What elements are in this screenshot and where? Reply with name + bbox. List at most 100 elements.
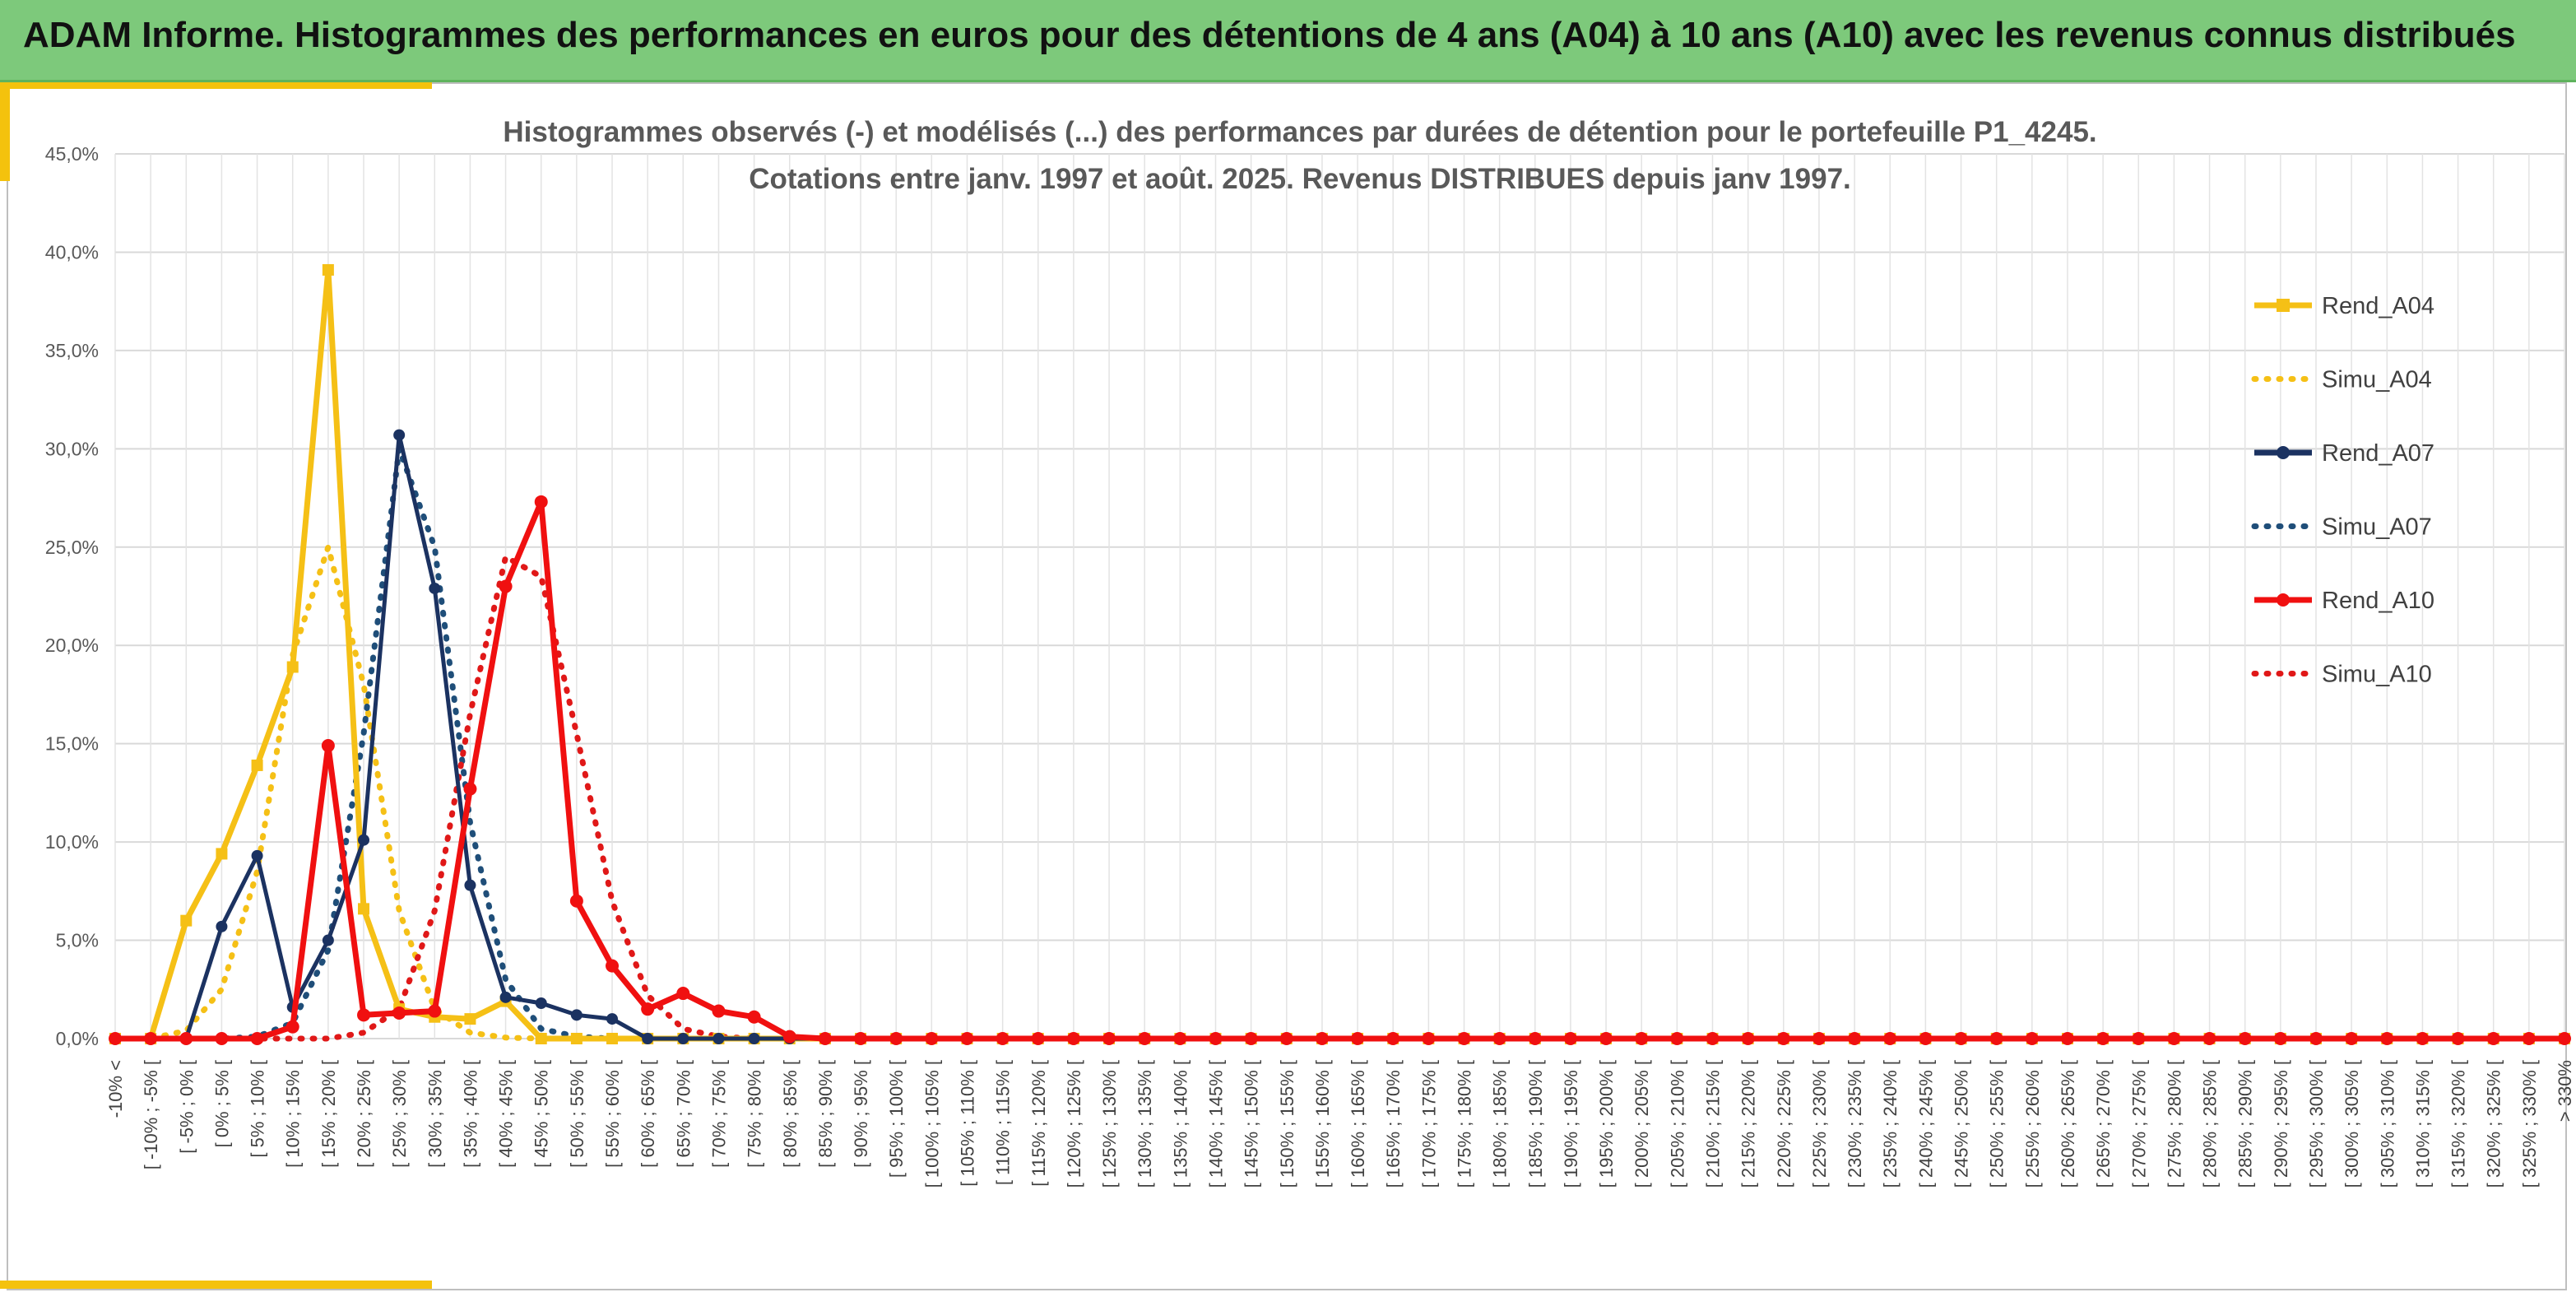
data-point-marker — [606, 1033, 619, 1044]
legend-marker — [2277, 299, 2290, 312]
data-point-marker — [1670, 1032, 1684, 1045]
data-point-marker — [1635, 1032, 1649, 1045]
y-tick-label: 10,0% — [45, 831, 99, 853]
x-tick-label: [ 160% ; 165% [ — [1348, 1060, 1368, 1188]
data-point-marker — [1102, 1032, 1116, 1045]
data-point-marker — [1528, 1032, 1542, 1045]
y-axis-ticks: 0,0% 5,0% 10,0% 15,0% 20,0% 25,0% 30,0% 35,0% 40… — [45, 143, 99, 1049]
data-point-marker — [889, 1032, 903, 1045]
x-tick-label: [ 305% ; 310% [ — [2377, 1060, 2397, 1188]
data-point-marker — [2202, 1032, 2216, 1045]
data-point-marker — [358, 834, 370, 846]
x-tick-label: [ 325% ; 330% [ — [2519, 1060, 2540, 1188]
x-tick-label: [ 250% ; 255% [ — [1987, 1060, 2007, 1188]
x-axis-ticks: -10% < [ -10% ; -5% [[ -5% ; 0% [[ 0% ; 5… — [105, 1060, 2575, 1188]
series-line — [115, 433, 2564, 1041]
series-line — [112, 554, 2568, 1042]
grid — [114, 153, 2565, 1039]
x-tick-label: [ 290% ; 295% [ — [2271, 1060, 2291, 1188]
data-point-marker — [216, 848, 228, 860]
data-point-marker — [499, 579, 513, 593]
y-tick-label: 20,0% — [45, 635, 99, 656]
data-point-marker — [2486, 1032, 2500, 1045]
x-tick-label: [ 260% ; 265% [ — [2058, 1060, 2078, 1188]
legend-item-simu-a07: Simu_A07 — [2251, 514, 2432, 541]
data-point-marker — [818, 1032, 832, 1045]
data-point-marker — [393, 429, 406, 441]
legend-item-rend-a04: Rend_A04 — [2254, 293, 2434, 319]
x-tick-label: [ 75% ; 80% [ — [745, 1060, 765, 1168]
x-tick-label: [ 130% ; 135% [ — [1135, 1060, 1155, 1188]
legend-item-simu-a10: Simu_A10 — [2251, 662, 2432, 688]
data-point-marker — [392, 1006, 406, 1020]
x-tick-label: [ 135% ; 140% [ — [1170, 1060, 1191, 1188]
data-point-marker — [996, 1032, 1010, 1045]
x-tick-label: [ 265% ; 270% [ — [2093, 1060, 2114, 1188]
data-point-marker — [2096, 1032, 2110, 1045]
data-point-marker — [854, 1032, 868, 1045]
accent-bar-left — [0, 82, 10, 181]
x-tick-label: [ 35% ; 40% [ — [460, 1060, 480, 1168]
x-tick-label: [ 210% ; 215% [ — [1703, 1060, 1724, 1188]
x-tick-label: [ 140% ; 145% [ — [1205, 1060, 1226, 1188]
data-point-marker — [1883, 1032, 1897, 1045]
x-tick-label: [ 40% ; 45% [ — [496, 1060, 517, 1168]
legend-label: Simu_A04 — [2322, 367, 2432, 393]
data-point-marker — [2273, 1032, 2287, 1045]
x-tick-label: [ 300% ; 305% [ — [2342, 1060, 2362, 1188]
chart-frame — [7, 82, 2567, 1290]
x-tick-label: [ 235% ; 240% [ — [1880, 1060, 1901, 1188]
series — [109, 263, 2571, 1045]
data-point-marker — [1138, 1032, 1152, 1045]
data-point-marker — [463, 782, 477, 796]
data-point-marker — [109, 1032, 122, 1045]
data-point-marker — [2025, 1032, 2039, 1045]
x-tick-label: [ 20% ; 25% [ — [354, 1060, 374, 1168]
data-point-marker — [570, 1033, 583, 1044]
x-tick-label: [ 60% ; 65% [ — [638, 1060, 658, 1168]
data-point-marker — [2558, 1032, 2571, 1045]
data-point-marker — [2309, 1032, 2323, 1045]
data-point-marker — [144, 1032, 158, 1045]
legend-label: Simu_A07 — [2322, 514, 2432, 541]
x-tick-label: [ 120% ; 125% [ — [1064, 1060, 1084, 1188]
x-tick-label: [ 15% ; 20% [ — [318, 1060, 339, 1168]
data-point-marker — [215, 1032, 229, 1045]
data-point-marker — [2132, 1032, 2146, 1045]
series-simu-a04 — [112, 544, 2568, 1042]
data-point-marker — [534, 495, 548, 509]
accent-bar-bottom — [0, 1281, 432, 1289]
x-tick-label: [ 280% ; 285% [ — [2200, 1060, 2221, 1188]
legend-label: Simu_A10 — [2322, 662, 2432, 688]
x-tick-label: [ 0% ; 5% [ — [211, 1060, 232, 1147]
x-tick-label: -10% < — [105, 1060, 126, 1118]
data-point-marker — [1848, 1032, 1862, 1045]
data-point-marker — [2167, 1032, 2181, 1045]
x-tick-label: [ 105% ; 110% [ — [957, 1060, 977, 1187]
x-tick-label: [ 65% ; 70% [ — [673, 1060, 694, 1168]
x-tick-label: [ 70% ; 75% [ — [708, 1060, 729, 1168]
x-tick-label: [ 215% ; 220% [ — [1738, 1060, 1759, 1188]
x-tick-label: [ 225% ; 230% [ — [1809, 1060, 1830, 1188]
x-tick-label: [ 245% ; 250% [ — [1952, 1060, 1972, 1188]
data-point-marker — [321, 739, 335, 753]
y-tick-label: 0,0% — [56, 1028, 99, 1049]
data-point-marker — [747, 1010, 761, 1024]
data-point-marker — [357, 1008, 371, 1022]
x-tick-label: [ 110% ; 115% [ — [993, 1060, 1014, 1185]
chart-title-line-2: Cotations entre janv. 1997 et août. 2025… — [749, 163, 1851, 195]
legend-marker — [2277, 446, 2290, 459]
chart-title-line-1: Histogrammes observés (-) et modélisés (… — [503, 116, 2096, 148]
x-tick-label: [ 295% ; 300% [ — [2306, 1060, 2327, 1188]
x-tick-label: [ 155% ; 160% [ — [1312, 1060, 1333, 1188]
legend: Rend_A04 Simu_A04 Rend_A07 Simu_A07 Rend_A10… — [2251, 293, 2434, 688]
data-point-marker — [1599, 1032, 1613, 1045]
data-point-marker — [1173, 1032, 1187, 1045]
data-point-marker — [1776, 1032, 1790, 1045]
data-point-marker — [464, 1013, 476, 1025]
series-line — [112, 544, 2568, 1042]
data-point-marker — [606, 1013, 619, 1025]
data-point-marker — [748, 1033, 760, 1044]
data-point-marker — [642, 1033, 654, 1044]
